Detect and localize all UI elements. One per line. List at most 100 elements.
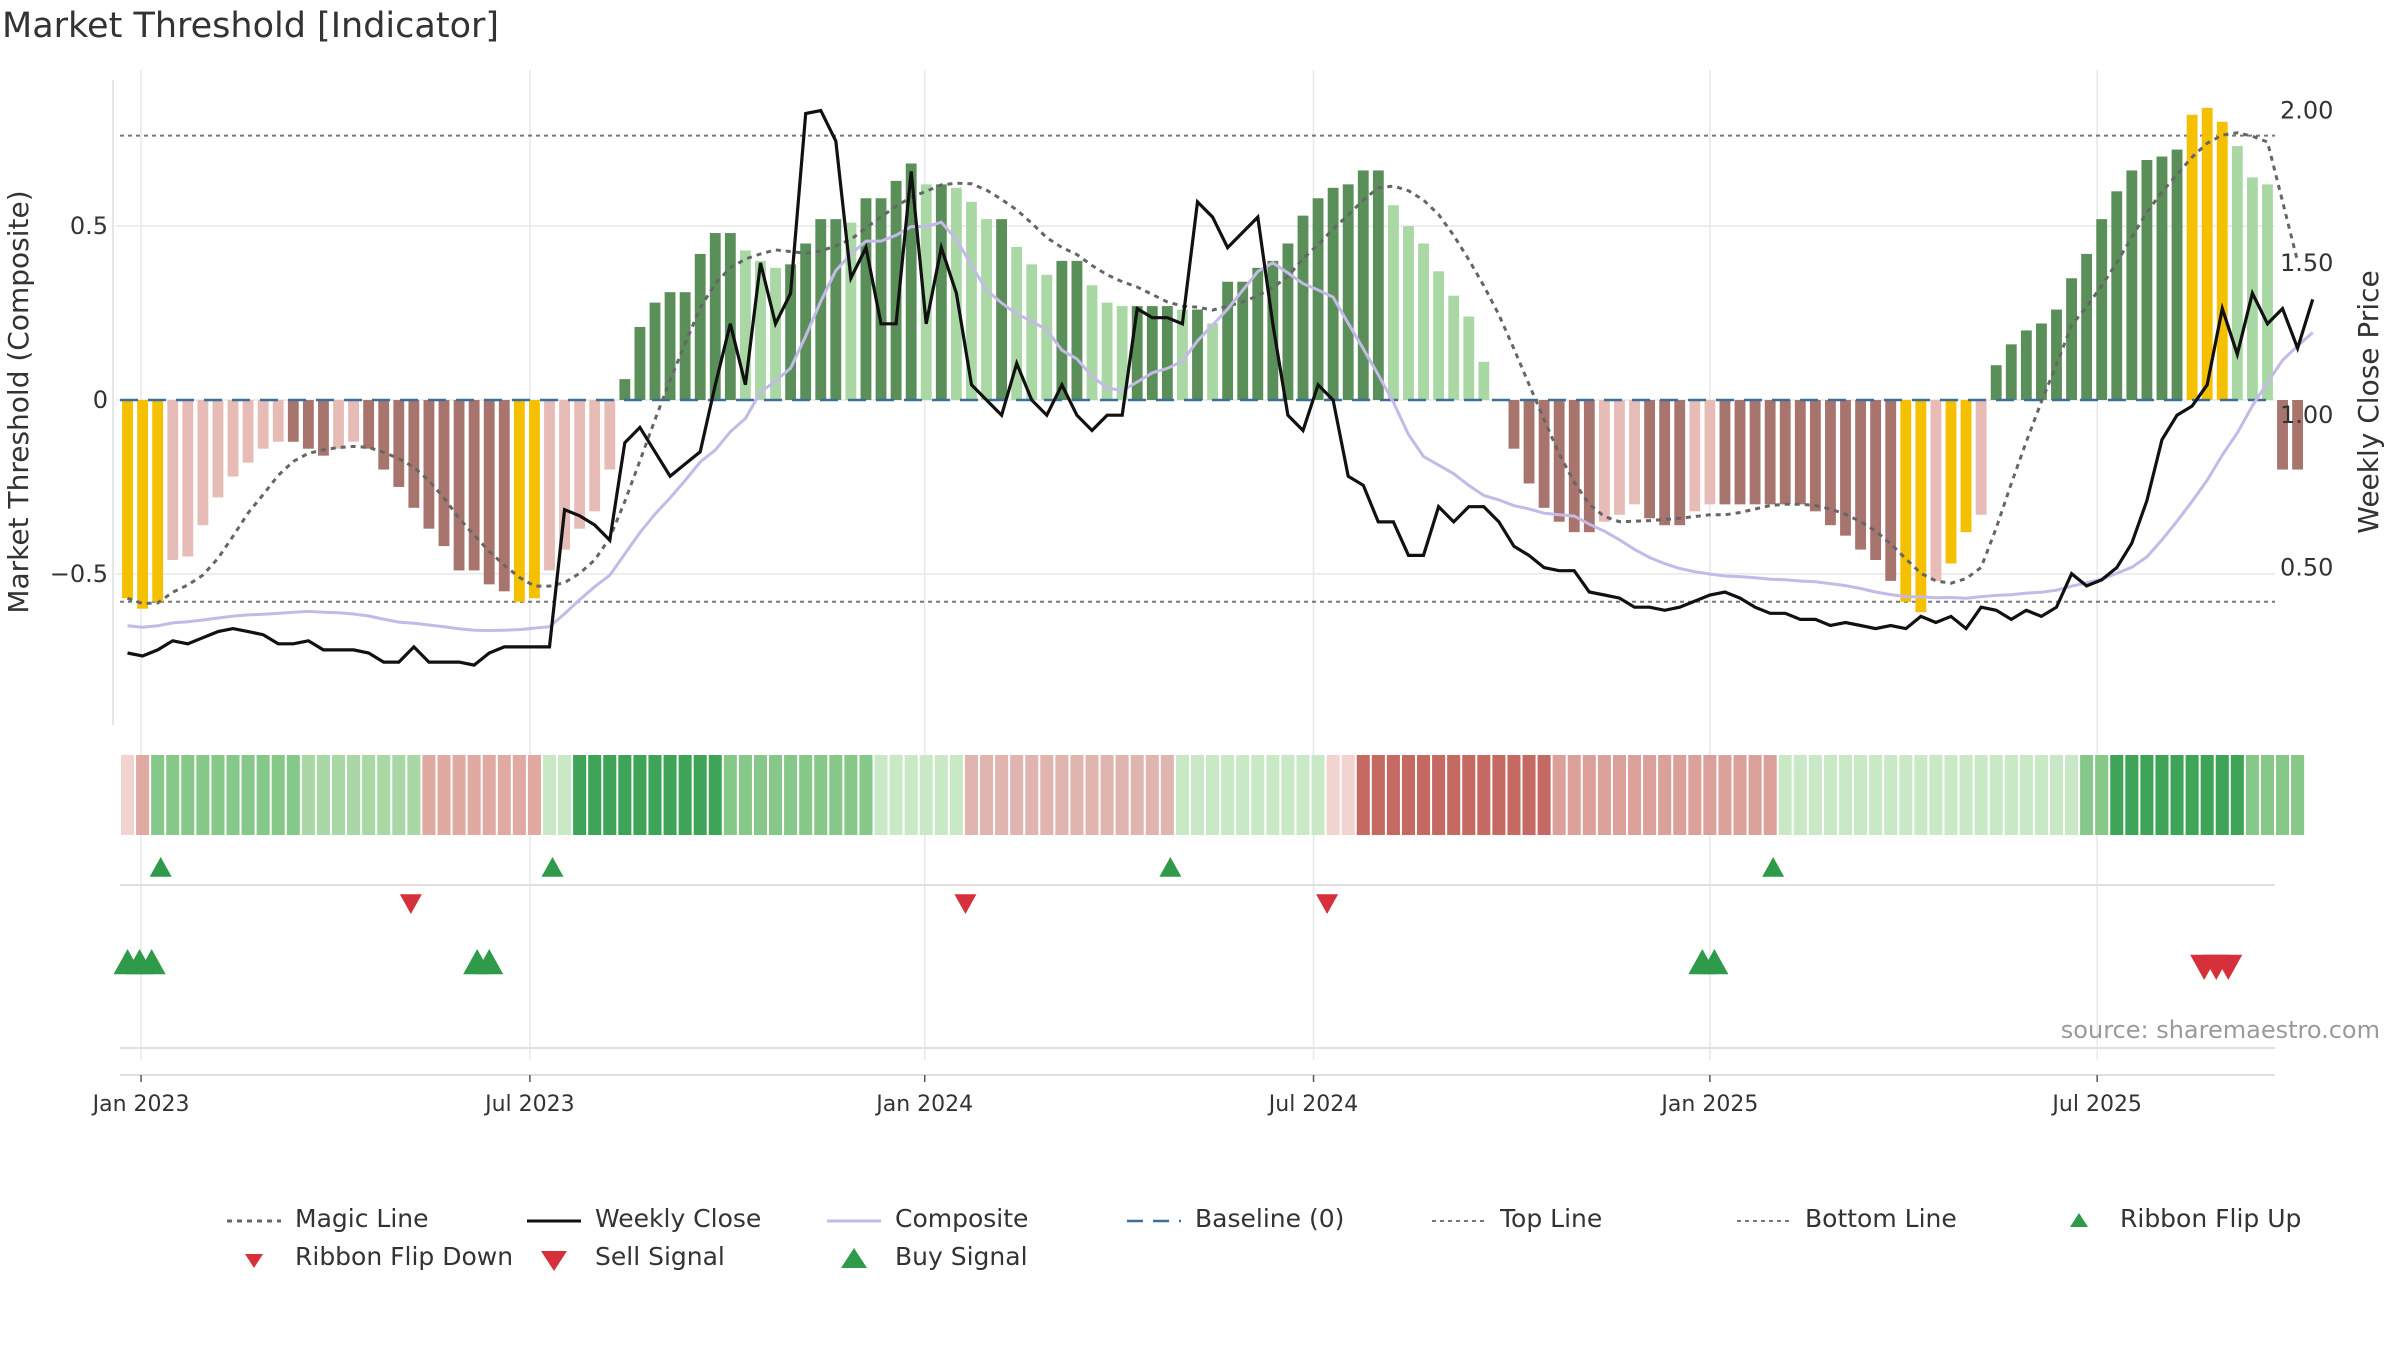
composite-bar <box>709 233 721 400</box>
ribbon-cell <box>392 755 406 835</box>
composite-bar <box>1071 260 1083 400</box>
left-axis-label: Market Threshold (Composite) <box>2 190 35 613</box>
ribbon-cell <box>844 755 858 835</box>
ribbon-cell <box>1492 755 1506 835</box>
composite-bar <box>1418 243 1429 400</box>
composite-bar <box>981 219 992 400</box>
ribbon-cell <box>181 755 195 835</box>
composite-bar <box>1387 205 1399 400</box>
buy-signal-marker <box>137 949 166 975</box>
legend-swatch <box>1737 1220 1791 1222</box>
composite-bar <box>815 219 827 400</box>
ribbon-cell <box>1266 755 1280 835</box>
composite-bar <box>1975 400 1987 515</box>
composite-bar <box>2005 344 2017 400</box>
ribbon-cell <box>693 755 707 835</box>
ribbon-cell <box>422 755 436 835</box>
composite-bar <box>2111 191 2123 400</box>
composite-bar <box>137 400 149 609</box>
composite-bar <box>302 400 314 449</box>
composite-bar <box>634 326 646 400</box>
ribbon-cell <box>1899 755 1913 835</box>
ribbon-flip-up-marker <box>1762 857 1785 877</box>
composite-bar <box>830 219 842 400</box>
legend-label: Ribbon Flip Up <box>2120 1204 2302 1233</box>
ribbon-cell <box>1688 755 1702 835</box>
legend-swatch <box>541 1251 567 1271</box>
ribbon-cell <box>271 755 285 835</box>
legend-item: Magic Line <box>227 1204 535 1238</box>
composite-bar <box>1674 400 1686 526</box>
legend-item: Ribbon Flip Down <box>235 1242 535 1276</box>
composite-bar <box>528 400 540 599</box>
composite-bar <box>1734 400 1746 505</box>
ribbon-flip-up-marker <box>149 857 172 877</box>
ribbon-cell <box>1281 755 1295 835</box>
composite-bar <box>1433 271 1445 400</box>
ribbon-cell <box>1597 755 1611 835</box>
composite-bar <box>1840 400 1851 536</box>
legend-label: Magic Line <box>295 1204 429 1233</box>
composite-bar <box>1779 400 1791 505</box>
composite-bar <box>875 198 887 400</box>
composite-bar <box>2262 184 2273 400</box>
ribbon-cell <box>1703 755 1717 835</box>
composite-bar <box>242 400 254 463</box>
composite-bar <box>935 184 947 400</box>
ribbon-cell <box>573 755 587 835</box>
composite-bar <box>1478 361 1490 400</box>
ribbon-cell <box>1447 755 1461 835</box>
composite-bar <box>1448 295 1460 400</box>
ribbon-cell <box>2230 755 2244 835</box>
composite-bar <box>1900 400 1912 602</box>
composite-bar <box>755 260 766 400</box>
composite-bar <box>2126 170 2138 400</box>
composite-bar <box>513 400 525 602</box>
right-tick-label: 1.50 <box>2280 249 2333 277</box>
composite-bar <box>966 201 977 400</box>
composite-bar <box>1629 400 1640 505</box>
ribbon-cell <box>2080 755 2094 835</box>
left-tick-label: 0.5 <box>70 212 108 240</box>
composite-bar <box>197 400 209 526</box>
ribbon-cell <box>648 755 662 835</box>
legend-item: Weekly Close <box>527 1204 835 1238</box>
composite-bar <box>2096 219 2108 400</box>
composite-bar <box>544 400 555 571</box>
ribbon-cell <box>1236 755 1250 835</box>
legend-label: Sell Signal <box>595 1242 725 1271</box>
composite-line <box>127 220 2314 633</box>
ribbon-cell <box>1356 755 1370 835</box>
ribbon-cell <box>196 755 210 835</box>
composite-bar <box>1161 306 1173 400</box>
ribbon-cell <box>1944 755 1958 835</box>
ribbon-cell <box>558 755 572 835</box>
ribbon-cell <box>919 755 933 835</box>
composite-bar <box>2051 309 2062 400</box>
composite-bar <box>2171 149 2183 400</box>
ribbon-cell <box>1100 755 1114 835</box>
left-tick-label: 0 <box>93 386 108 414</box>
x-tick-label: Jul 2025 <box>2050 1092 2142 1117</box>
ribbon-cell <box>1673 755 1687 835</box>
ribbon-cell <box>1838 755 1853 835</box>
ribbon-cell <box>226 755 240 835</box>
ribbon-cell <box>1371 755 1385 835</box>
composite-bar <box>649 302 661 400</box>
ribbon-cell <box>859 755 873 835</box>
composite-bar <box>770 267 781 400</box>
ribbon-cell <box>633 755 647 835</box>
ribbon-cell <box>1567 755 1581 835</box>
ribbon-cell <box>1206 755 1220 835</box>
ribbon-cell <box>1582 755 1596 835</box>
ribbon-cell <box>527 755 541 835</box>
ribbon-cell <box>1040 755 1054 835</box>
composite-bar <box>559 400 570 550</box>
ribbon-cell <box>2140 755 2154 835</box>
ribbon-cell <box>1658 755 1672 835</box>
ribbon-cell <box>1417 755 1431 835</box>
ribbon-cell <box>151 755 165 835</box>
composite-bar <box>1146 306 1158 400</box>
composite-bar <box>2216 121 2228 400</box>
